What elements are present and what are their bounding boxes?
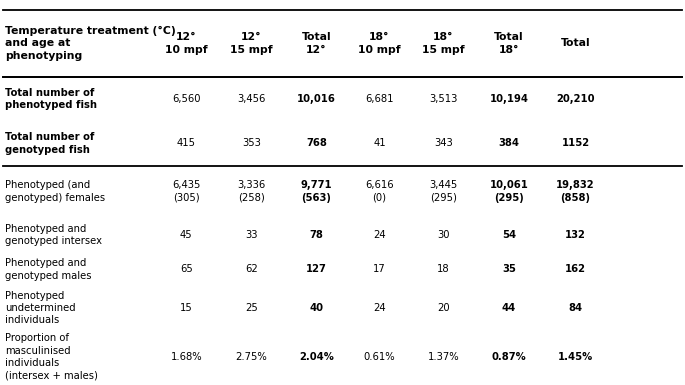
Text: 0.87%: 0.87%: [492, 352, 526, 362]
Text: Total
12°: Total 12°: [301, 32, 332, 55]
Text: 162: 162: [565, 264, 586, 275]
Text: 19,832
(858): 19,832 (858): [556, 180, 595, 203]
Text: 6,560: 6,560: [172, 94, 201, 104]
Text: Phenotyped (and
genotyped) females: Phenotyped (and genotyped) females: [5, 180, 105, 203]
Text: 17: 17: [373, 264, 386, 275]
Text: 78: 78: [310, 230, 323, 240]
Text: 24: 24: [373, 230, 386, 240]
Text: Phenotyped and
genotyped males: Phenotyped and genotyped males: [5, 258, 92, 281]
Text: 1.68%: 1.68%: [171, 352, 202, 362]
Text: 6,435
(305): 6,435 (305): [172, 180, 201, 203]
Text: 65: 65: [180, 264, 192, 275]
Text: 45: 45: [180, 230, 192, 240]
Text: Total number of
genotyped fish: Total number of genotyped fish: [5, 132, 95, 155]
Text: 33: 33: [245, 230, 258, 240]
Text: 384: 384: [499, 139, 519, 148]
Text: 768: 768: [306, 139, 327, 148]
Text: 1.37%: 1.37%: [427, 352, 459, 362]
Text: Total: Total: [560, 38, 590, 48]
Text: 10,061
(295): 10,061 (295): [490, 180, 528, 203]
Text: 15: 15: [180, 303, 192, 313]
Text: 415: 415: [177, 139, 196, 148]
Text: 2.75%: 2.75%: [236, 352, 267, 362]
Text: 30: 30: [437, 230, 449, 240]
Text: 3,445
(295): 3,445 (295): [429, 180, 458, 203]
Text: Phenotyped and
genotyped intersex: Phenotyped and genotyped intersex: [5, 224, 103, 246]
Text: 12°
15 mpf: 12° 15 mpf: [230, 32, 273, 55]
Text: 6,616
(0): 6,616 (0): [365, 180, 394, 203]
Text: 127: 127: [306, 264, 327, 275]
Text: 132: 132: [565, 230, 586, 240]
Text: 10,016: 10,016: [297, 94, 336, 104]
Text: Temperature treatment (°C)
and age at
phenotyping: Temperature treatment (°C) and age at ph…: [5, 26, 176, 61]
Text: Proportion of
masculinised
individuals
(intersex + males): Proportion of masculinised individuals (…: [5, 333, 99, 381]
Text: 20: 20: [437, 303, 449, 313]
Text: Total
18°: Total 18°: [494, 32, 524, 55]
Text: 3,513: 3,513: [429, 94, 458, 104]
Text: 40: 40: [310, 303, 323, 313]
Text: 41: 41: [373, 139, 386, 148]
Text: 1152: 1152: [561, 139, 590, 148]
Text: 44: 44: [502, 303, 516, 313]
Text: 25: 25: [245, 303, 258, 313]
Text: 9,771
(563): 9,771 (563): [301, 180, 332, 203]
Text: 62: 62: [245, 264, 258, 275]
Text: 20,210: 20,210: [556, 94, 595, 104]
Text: 24: 24: [373, 303, 386, 313]
Text: 18: 18: [437, 264, 449, 275]
Text: 2.04%: 2.04%: [299, 352, 334, 362]
Text: 18°
15 mpf: 18° 15 mpf: [422, 32, 464, 55]
Text: Total number of
phenotyped fish: Total number of phenotyped fish: [5, 88, 97, 110]
Text: 1.45%: 1.45%: [558, 352, 593, 362]
Text: 0.61%: 0.61%: [364, 352, 395, 362]
Text: 6,681: 6,681: [365, 94, 394, 104]
Text: 18°
10 mpf: 18° 10 mpf: [358, 32, 401, 55]
Text: 3,336
(258): 3,336 (258): [237, 180, 266, 203]
Text: 84: 84: [569, 303, 582, 313]
Text: 3,456: 3,456: [237, 94, 266, 104]
Text: 10,194: 10,194: [490, 94, 528, 104]
Text: 353: 353: [242, 139, 261, 148]
Text: Phenotyped
undetermined
individuals: Phenotyped undetermined individuals: [5, 291, 76, 325]
Text: 12°
10 mpf: 12° 10 mpf: [165, 32, 208, 55]
Text: 54: 54: [502, 230, 516, 240]
Text: 343: 343: [434, 139, 453, 148]
Text: 35: 35: [502, 264, 516, 275]
